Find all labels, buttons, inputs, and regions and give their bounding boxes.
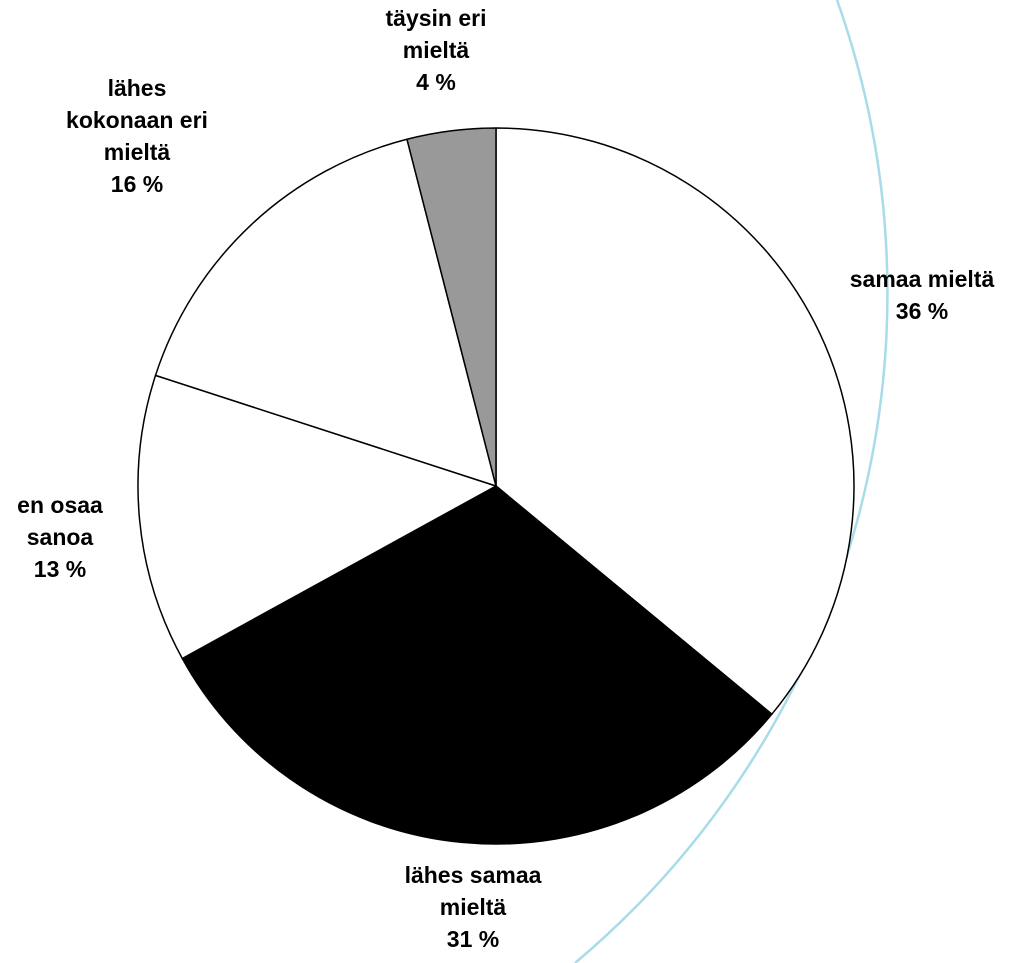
slice-label-en-osaa-sanoa: en osaa sanoa 13 % (0, 489, 125, 585)
slice-label-text: mieltä (439, 894, 507, 920)
pie-slice-samaa-mielta (495, 127, 855, 715)
slice-value: 13 % (33, 556, 87, 582)
slice-label-text: mieltä (103, 139, 171, 165)
slice-label-text: sanoa (26, 524, 94, 550)
pie-slices (137, 127, 855, 845)
pie-slice-en-osaa-sanoa (137, 374, 497, 660)
decorative-arc (574, 0, 889, 963)
slice-label-text: lähes samaa (404, 862, 542, 888)
slice-label-text: täysin eri (385, 5, 487, 31)
slice-label-lahes-kokonaan-eri-mielta: lähes kokonaan eri mieltä 16 % (32, 72, 242, 200)
slice-label-text: samaa mieltä (849, 266, 995, 292)
slice-label-taysin-eri-mielta: täysin eri mieltä 4 % (356, 2, 516, 98)
slice-value: 36 % (895, 298, 949, 324)
slice-label-text: mieltä (402, 37, 470, 63)
slice-label-samaa-mielta: samaa mieltä 36 % (817, 263, 1012, 327)
slice-value: 16 % (110, 171, 164, 197)
pie-slice-lahes-samaa-mielta (181, 485, 773, 845)
pie-slice-lahes-kokonaan-eri-mielta (154, 138, 497, 487)
pie-slice-taysin-eri-mielta (406, 127, 497, 487)
slice-label-text: kokonaan eri (66, 107, 208, 133)
slice-label-text: lähes (107, 75, 167, 101)
slice-value: 31 % (446, 926, 500, 952)
slice-label-lahes-samaa-mielta: lähes samaa mieltä 31 % (368, 859, 578, 955)
slice-label-text: en osaa (17, 492, 103, 518)
slice-value: 4 % (416, 69, 456, 95)
